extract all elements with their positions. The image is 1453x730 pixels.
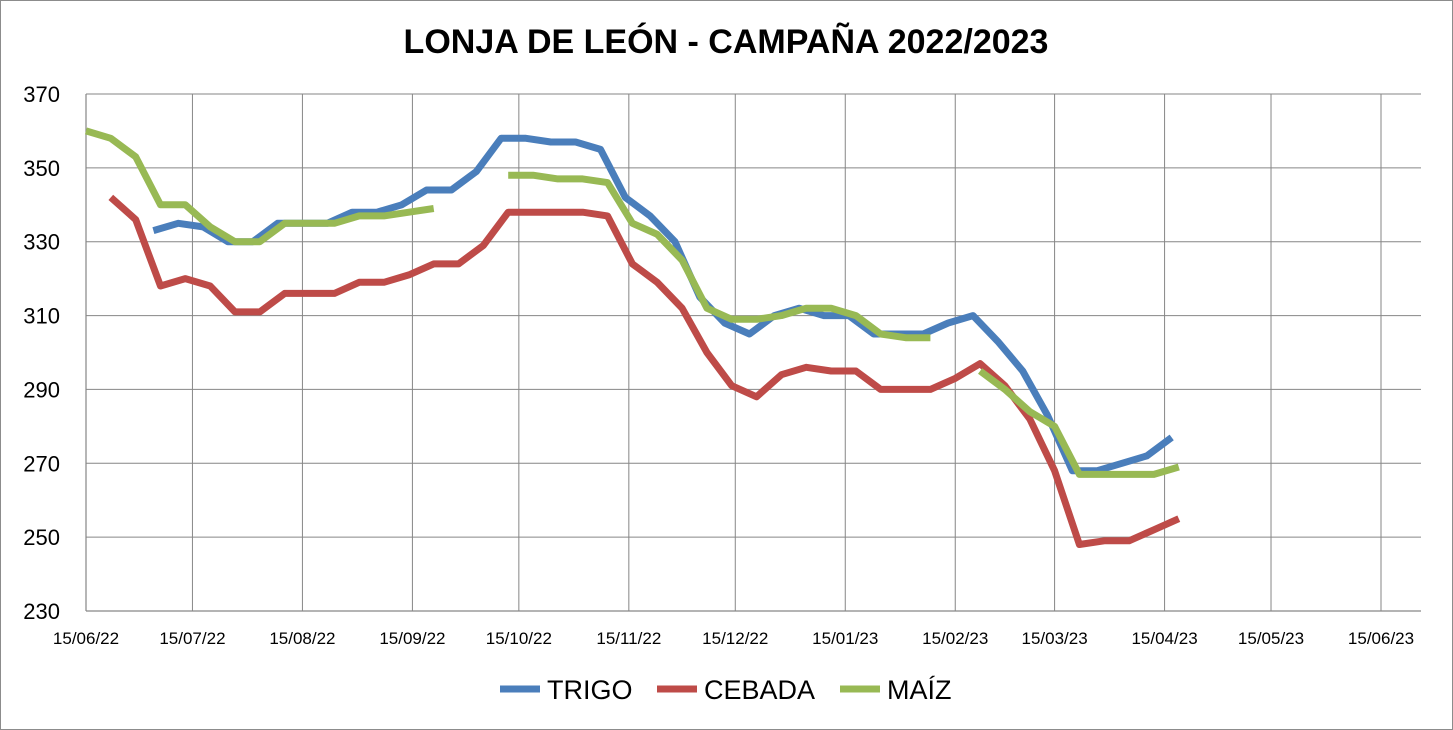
legend: TRIGO CEBADA MAÍZ bbox=[500, 675, 952, 705]
x-tick-label: 15/02/23 bbox=[922, 629, 988, 648]
y-axis-tick-labels: 230 250 270 290 310 330 350 370 bbox=[23, 82, 60, 624]
series-lines bbox=[84, 127, 1181, 548]
y-tick-label: 230 bbox=[23, 599, 60, 624]
y-tick-label: 350 bbox=[23, 156, 60, 181]
legend-item: MAÍZ bbox=[840, 675, 952, 705]
legend-label: TRIGO bbox=[547, 675, 633, 705]
series-line-segment bbox=[152, 134, 1174, 475]
x-tick-label: 15/05/23 bbox=[1238, 629, 1304, 648]
x-tick-label: 15/09/22 bbox=[379, 629, 445, 648]
legend-item: CEBADA bbox=[657, 675, 815, 705]
x-tick-label: 15/01/23 bbox=[812, 629, 878, 648]
x-tick-label: 15/07/22 bbox=[159, 629, 225, 648]
y-tick-label: 370 bbox=[23, 82, 60, 107]
series-trigo bbox=[152, 134, 1174, 475]
series-line-segment bbox=[508, 171, 931, 342]
x-tick-label: 15/03/23 bbox=[1021, 629, 1087, 648]
series-line-segment bbox=[84, 127, 435, 246]
legend-label: CEBADA bbox=[704, 675, 815, 705]
x-tick-label: 15/06/22 bbox=[53, 629, 119, 648]
x-tick-label: 15/10/22 bbox=[486, 629, 552, 648]
grid-lines bbox=[85, 93, 1421, 612]
chart-title: LONJA DE LEÓN - CAMPAÑA 2022/2023 bbox=[404, 23, 1049, 61]
x-tick-label: 15/11/22 bbox=[596, 629, 661, 648]
y-tick-label: 250 bbox=[23, 525, 60, 550]
x-tick-label: 15/04/23 bbox=[1131, 629, 1197, 648]
series-line-segment bbox=[978, 368, 1180, 478]
x-tick-label: 15/06/23 bbox=[1348, 629, 1414, 648]
x-tick-label: 15/12/22 bbox=[702, 629, 768, 648]
y-tick-label: 330 bbox=[23, 230, 60, 255]
x-tick-label: 15/08/22 bbox=[269, 629, 335, 648]
y-tick-label: 270 bbox=[23, 451, 60, 476]
y-tick-label: 310 bbox=[23, 304, 60, 329]
y-tick-label: 290 bbox=[23, 377, 60, 402]
x-axis-tick-labels: 15/06/22 15/07/22 15/08/22 15/09/22 15/10/22… bbox=[53, 629, 1414, 648]
legend-item: TRIGO bbox=[500, 675, 633, 705]
legend-label: MAÍZ bbox=[887, 675, 952, 705]
series-maiz bbox=[84, 127, 1180, 478]
